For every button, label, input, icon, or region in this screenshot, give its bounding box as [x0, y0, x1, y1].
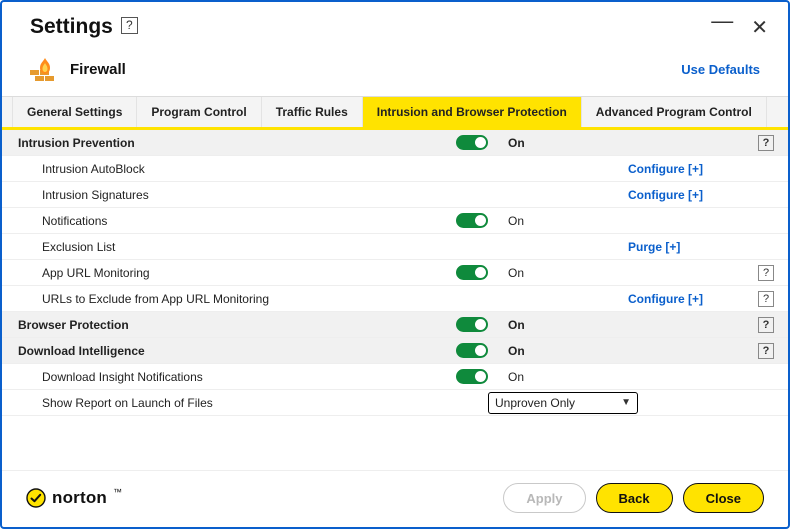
close-button[interactable]: Close	[683, 483, 764, 513]
norton-brand: norton ™	[26, 488, 122, 508]
tab-general-settings[interactable]: General Settings	[12, 97, 137, 127]
use-defaults-link[interactable]: Use Defaults	[681, 62, 760, 77]
toggle-notifications[interactable]	[456, 213, 488, 228]
tab-traffic-rules[interactable]: Traffic Rules	[262, 97, 363, 127]
show-report-select[interactable]: Unproven Only ▼	[488, 392, 638, 414]
row-browser-protection: Browser Protection On ?	[2, 312, 788, 338]
firewall-icon	[30, 56, 60, 82]
row-download-intelligence: Download Intelligence On ?	[2, 338, 788, 364]
help-icon[interactable]: ?	[758, 135, 774, 151]
row-app-url-monitoring: App URL Monitoring On ?	[2, 260, 788, 286]
toggle-browser-protection[interactable]	[456, 317, 488, 332]
footer: norton ™ Apply Back Close	[2, 470, 788, 527]
row-intrusion-signatures: Intrusion Signatures Configure [+]	[2, 182, 788, 208]
close-icon[interactable]: ✕	[751, 15, 768, 40]
row-state: On	[488, 318, 628, 332]
help-icon[interactable]: ?	[758, 317, 774, 333]
row-state: On	[488, 214, 628, 228]
tabs: General Settings Program Control Traffic…	[2, 96, 788, 130]
configure-link[interactable]: Configure [+]	[628, 188, 774, 202]
row-label: Notifications	[18, 214, 438, 228]
chevron-down-icon: ▼	[621, 397, 631, 408]
tab-advanced-program-control[interactable]: Advanced Program Control	[582, 97, 767, 127]
row-label: Browser Protection	[18, 318, 438, 332]
row-urls-exclude: URLs to Exclude from App URL Monitoring …	[2, 286, 788, 312]
help-icon[interactable]: ?	[758, 291, 774, 307]
row-label: Intrusion Signatures	[18, 188, 438, 202]
row-exclusion-list: Exclusion List Purge [+]	[2, 234, 788, 260]
minimize-icon[interactable]: —	[711, 8, 733, 34]
tab-program-control[interactable]: Program Control	[137, 97, 261, 127]
configure-link[interactable]: Configure [+]	[628, 292, 758, 306]
select-value: Unproven Only	[495, 396, 575, 410]
row-state: On	[488, 136, 628, 150]
row-label: Show Report on Launch of Files	[18, 396, 438, 410]
row-label: Exclusion List	[18, 240, 438, 254]
row-download-insight-notifications: Download Insight Notifications On	[2, 364, 788, 390]
row-label: Download Intelligence	[18, 344, 438, 358]
titlebar: Settings ? — ✕	[2, 2, 788, 50]
toggle-download-intelligence[interactable]	[456, 343, 488, 358]
row-state: On	[488, 266, 628, 280]
tab-intrusion-browser-protection[interactable]: Intrusion and Browser Protection	[363, 97, 582, 127]
settings-window: Settings ? — ✕ Firewall Use Defaults Gen…	[0, 0, 790, 529]
apply-button: Apply	[503, 483, 585, 513]
row-label: App URL Monitoring	[18, 266, 438, 280]
row-label: Intrusion AutoBlock	[18, 162, 438, 176]
purge-link[interactable]: Purge [+]	[628, 240, 774, 254]
row-label: Download Insight Notifications	[18, 370, 438, 384]
back-button[interactable]: Back	[596, 483, 673, 513]
toggle-app-url-monitoring[interactable]	[456, 265, 488, 280]
brand-tm: ™	[113, 487, 122, 497]
configure-link[interactable]: Configure [+]	[628, 162, 774, 176]
help-icon[interactable]: ?	[758, 265, 774, 281]
settings-rows: Intrusion Prevention On ? Intrusion Auto…	[2, 130, 788, 470]
row-show-report-launch: Show Report on Launch of Files Unproven …	[2, 390, 788, 416]
help-icon[interactable]: ?	[758, 343, 774, 359]
row-label: URLs to Exclude from App URL Monitoring	[18, 292, 438, 306]
row-label: Intrusion Prevention	[18, 136, 438, 150]
row-state: On	[488, 344, 628, 358]
norton-check-icon	[26, 488, 46, 508]
row-intrusion-prevention: Intrusion Prevention On ?	[2, 130, 788, 156]
row-notifications: Notifications On	[2, 208, 788, 234]
title-help-icon[interactable]: ?	[121, 17, 138, 34]
row-intrusion-autoblock: Intrusion AutoBlock Configure [+]	[2, 156, 788, 182]
toggle-download-insight-notifications[interactable]	[456, 369, 488, 384]
toggle-intrusion-prevention[interactable]	[456, 135, 488, 150]
brand-text: norton	[52, 488, 107, 508]
section-title: Firewall	[70, 61, 126, 78]
window-title: Settings	[30, 15, 113, 39]
section-header: Firewall Use Defaults	[2, 50, 788, 96]
row-state: On	[488, 370, 628, 384]
